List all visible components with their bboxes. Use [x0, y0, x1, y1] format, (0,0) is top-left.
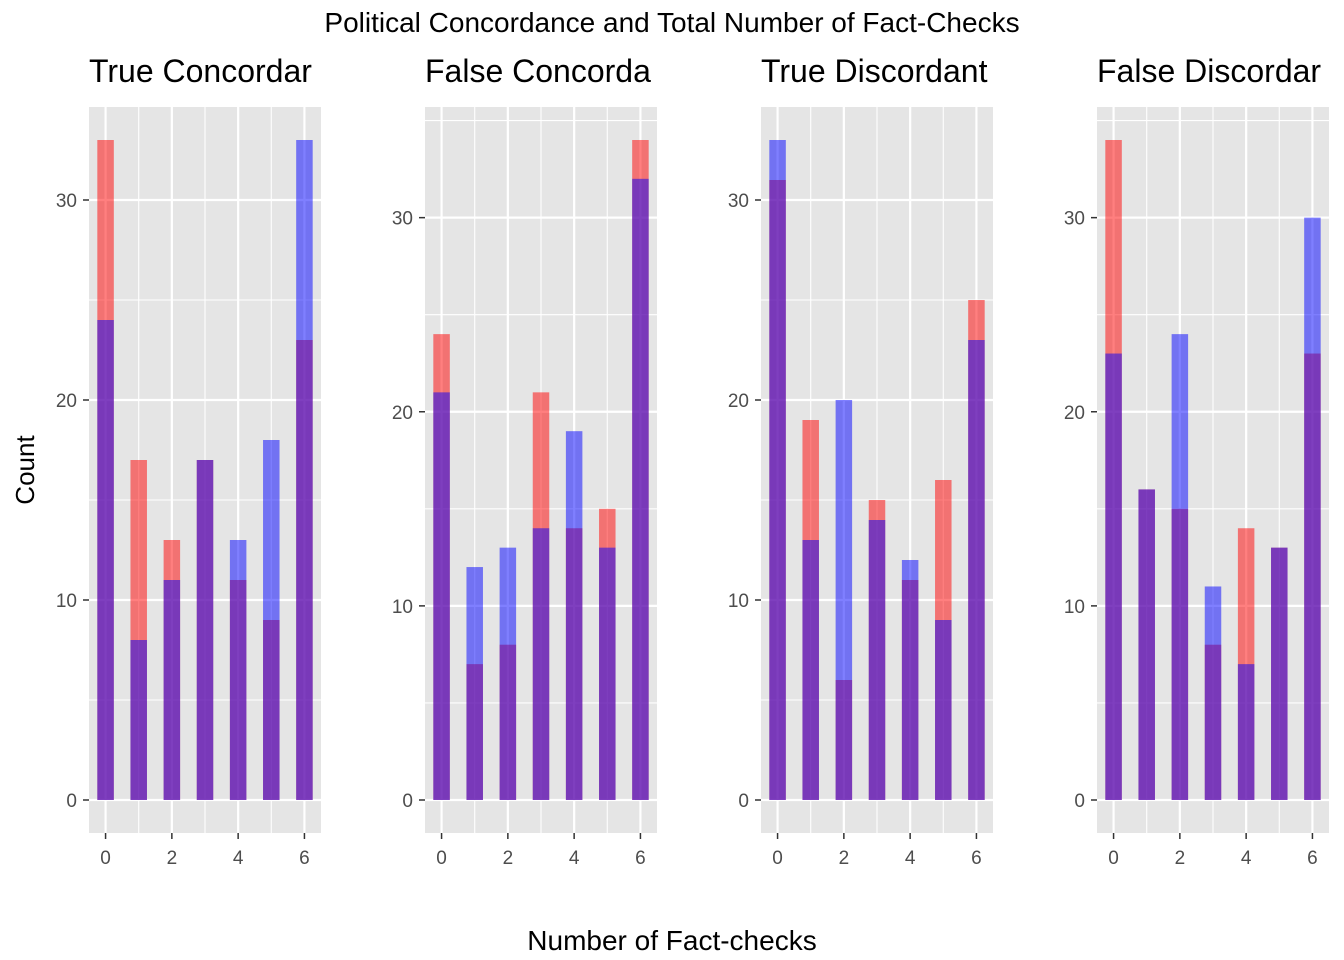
bar-s2-x0	[97, 320, 114, 800]
y-tick-label: 10	[1064, 597, 1085, 618]
panel-title: True Concordar	[89, 53, 312, 89]
x-tick-label: 0	[1108, 848, 1119, 869]
panel-title: False Concorda	[425, 53, 651, 89]
bar-s2-x4	[901, 560, 919, 800]
bar-s2-x3	[1204, 586, 1222, 800]
x-tick-label: 2	[167, 848, 178, 869]
y-tick-label: 20	[56, 391, 77, 412]
bar-s2-x5	[935, 620, 952, 800]
x-tick-label: 4	[1241, 848, 1252, 869]
bar-s2-x5	[263, 440, 280, 800]
bar-s2-x0	[769, 140, 786, 800]
x-tick-label: 0	[772, 848, 783, 869]
bar-s2-x1	[1138, 489, 1155, 800]
bar-s2-x2	[1171, 334, 1189, 800]
panel-3: True Discordant 0 10 20 30 0 2 4 6	[728, 53, 993, 869]
bar-s2-x1	[802, 540, 819, 800]
panel-title: True Discordant	[761, 53, 988, 89]
y-tick-label: 10	[728, 591, 749, 612]
x-tick-label: 6	[1307, 848, 1318, 869]
bar-s2-x4	[229, 540, 247, 800]
x-tick-label: 4	[233, 848, 244, 869]
bar-s2-x1	[130, 640, 147, 800]
y-tick-label: 20	[1064, 403, 1085, 424]
bar-s2-x6	[968, 340, 985, 800]
bar-s2-x1	[466, 567, 483, 800]
panel-title: False Discordar	[1097, 53, 1321, 89]
x-tick-label: 6	[971, 848, 982, 869]
x-axis-label: Number of Fact-checks	[527, 925, 816, 956]
x-tick-label: 4	[905, 848, 916, 869]
y-tick-label: 10	[56, 591, 77, 612]
bar-s2-x6	[632, 178, 649, 800]
x-tick-label: 2	[503, 848, 514, 869]
bar-s2-x4	[565, 431, 583, 800]
y-tick-label: 0	[1074, 791, 1085, 812]
y-tick-label: 30	[56, 191, 77, 212]
panel-2: False Concorda 0 10 20 30 0 2 4 6	[392, 53, 657, 869]
bar-s2-x3	[868, 520, 886, 800]
bar-s2-x2	[499, 547, 517, 800]
bar-s2-x5	[1271, 547, 1288, 800]
x-tick-label: 4	[569, 848, 580, 869]
y-tick-label: 30	[392, 209, 413, 230]
bar-s2-x3	[532, 528, 550, 800]
bar-s2-x4	[1237, 664, 1255, 800]
x-tick-label: 2	[839, 848, 850, 869]
y-axis-label: Count	[10, 435, 40, 505]
y-tick-label: 0	[738, 791, 749, 812]
x-tick-label: 6	[299, 848, 310, 869]
bar-s2-x6	[296, 140, 313, 800]
panel-bars	[769, 140, 985, 800]
panel-bars	[433, 140, 649, 800]
y-tick-label: 0	[402, 791, 413, 812]
y-tick-label: 30	[1064, 209, 1085, 230]
figure-title: Political Concordance and Total Number o…	[324, 7, 1019, 38]
bar-s2-x3	[196, 460, 214, 800]
panel-bars	[1105, 140, 1321, 800]
y-tick-label: 0	[66, 791, 77, 812]
y-tick-label: 20	[728, 391, 749, 412]
x-tick-label: 0	[436, 848, 447, 869]
x-tick-label: 6	[635, 848, 646, 869]
bar-s2-x0	[1105, 353, 1122, 800]
x-tick-label: 0	[100, 848, 111, 869]
bar-s2-x0	[433, 392, 450, 800]
bar-s2-x6	[1304, 217, 1321, 800]
panel-bars	[97, 140, 313, 800]
panel-1: True Concordar 0 10 20 30 0 2 4 6	[56, 53, 321, 869]
bar-s2-x2	[835, 400, 853, 800]
bar-s2-x5	[599, 547, 616, 800]
y-tick-label: 10	[392, 597, 413, 618]
y-tick-label: 30	[728, 191, 749, 212]
bar-s2-x2	[163, 580, 181, 800]
y-tick-label: 20	[392, 403, 413, 424]
panel-4: False Discordar 0 10 20 30 0 2 4 6	[1064, 53, 1329, 869]
x-tick-label: 2	[1175, 848, 1186, 869]
